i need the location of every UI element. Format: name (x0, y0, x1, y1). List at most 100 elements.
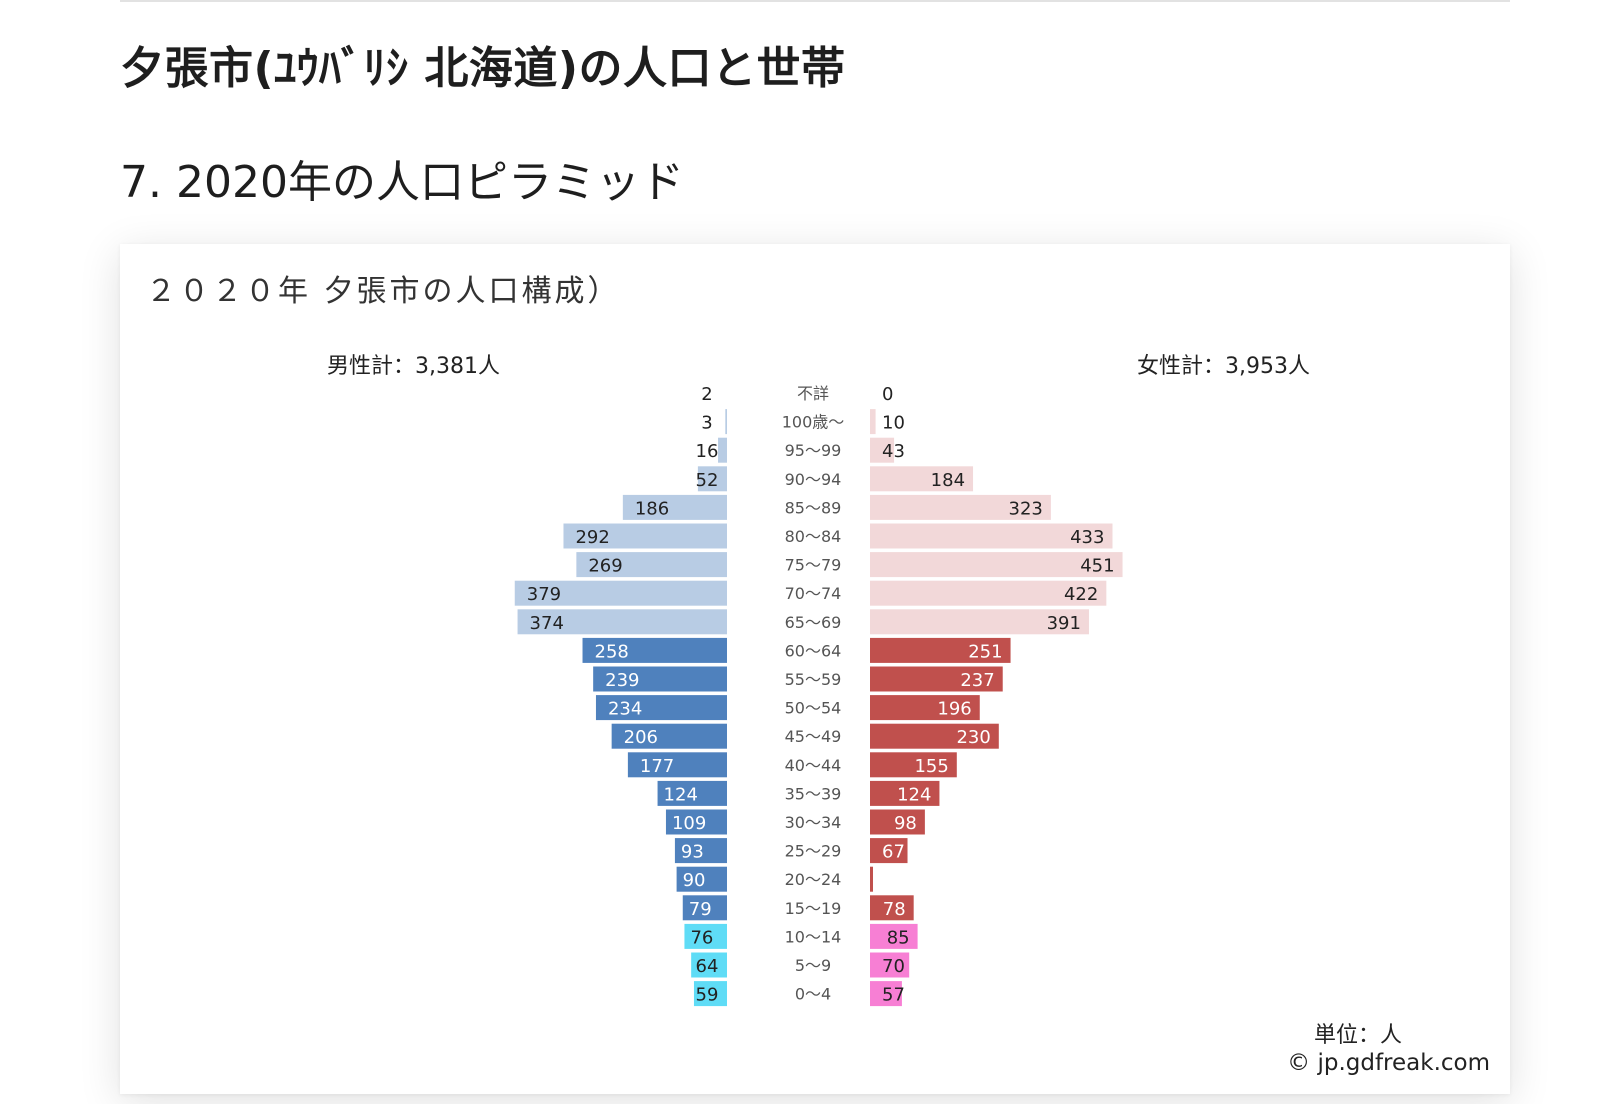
top-divider (120, 0, 1510, 2)
age-group-label: 40～44 (785, 756, 842, 775)
male-value-label: 269 (588, 556, 622, 577)
age-group-label: 15～19 (785, 899, 842, 918)
male-bar (611, 723, 727, 749)
female-value-label: 391 (1047, 613, 1081, 634)
male-bar (725, 409, 727, 435)
age-group-label: 10～14 (785, 927, 842, 946)
male-bar (627, 752, 727, 778)
female-value-label: 155 (914, 756, 948, 777)
age-group-label: 55～59 (785, 670, 842, 689)
section-title: 7. 2020年の人口ピラミッド (120, 157, 684, 208)
age-group-label: 25～29 (785, 842, 842, 861)
female-bar (870, 637, 1011, 663)
age-group-label: 20～24 (785, 870, 842, 889)
male-bar (718, 437, 727, 463)
female-value-label: 70 (882, 956, 905, 977)
age-group-label: 100歳～ (782, 413, 845, 432)
female-bar (870, 780, 940, 806)
male-bar (657, 780, 727, 806)
female-bar (870, 523, 1113, 549)
male-value-label: 379 (527, 584, 561, 605)
male-value-label: 177 (640, 756, 674, 777)
male-value-label: 234 (608, 699, 642, 720)
female-bar (870, 552, 1123, 578)
female-value-label: 230 (956, 727, 990, 748)
male-bar (514, 580, 727, 606)
male-value-label: 52 (696, 470, 719, 491)
male-value-label: 76 (690, 927, 713, 948)
population-pyramid: 2 0 不詳 3 10 100歳～ 16 43 95～99 52 184 90～94 186 323 85～… (514, 384, 1123, 1007)
male-bar (665, 809, 727, 835)
male-value-label: 109 (672, 813, 706, 834)
male-value-label: 3 (701, 413, 712, 434)
female-bar (870, 923, 918, 949)
female-bar (870, 895, 914, 921)
female-bar (870, 466, 974, 492)
female-bar (870, 866, 873, 892)
male-value-label: 239 (605, 670, 639, 691)
male-bar (693, 981, 727, 1007)
female-bar (870, 952, 910, 978)
female-value-label: 78 (883, 899, 906, 920)
age-group-label: 75～79 (785, 556, 842, 575)
age-group-label: 85～89 (785, 498, 842, 517)
female-bar (870, 981, 902, 1007)
age-group-label: 30～34 (785, 813, 842, 832)
male-bar (595, 695, 727, 721)
male-bar (684, 923, 727, 949)
male-value-label: 124 (664, 784, 698, 805)
female-bar (870, 409, 876, 435)
female-value-label: 451 (1080, 556, 1114, 577)
age-group-label: 80～84 (785, 527, 842, 546)
female-value-label: 67 (882, 842, 905, 863)
female-bar (870, 580, 1107, 606)
female-bar (870, 695, 980, 721)
male-value-label: 64 (696, 956, 719, 977)
age-group-label: 不詳 (797, 384, 829, 403)
page-title: 夕張市(ﾕｳﾊﾞﾘｼ 北海道)の人口と世帯 (120, 43, 846, 94)
male-bar (563, 523, 727, 549)
male-value-label: 292 (575, 527, 609, 548)
male-bar (674, 838, 727, 864)
age-group-label: 60～64 (785, 641, 842, 660)
female-value-label: 124 (897, 784, 931, 805)
female-total: 女性計：3,953人 (1137, 354, 1310, 379)
male-bar (576, 552, 727, 578)
female-value-label: 10 (882, 413, 905, 434)
male-value-label: 374 (530, 613, 564, 634)
female-value-label: 85 (887, 927, 910, 948)
female-value-label: 422 (1064, 584, 1098, 605)
female-bar (870, 752, 957, 778)
male-value-label: 186 (635, 498, 669, 519)
age-group-label: 50～54 (785, 699, 842, 718)
male-value-label: 2 (701, 384, 712, 405)
male-value-label: 79 (689, 899, 712, 920)
age-group-label: 90～94 (785, 470, 842, 489)
female-bar (870, 437, 895, 463)
male-bar (593, 666, 727, 692)
male-value-label: 258 (595, 641, 629, 662)
female-bar (870, 666, 1003, 692)
female-value-label: 184 (931, 470, 965, 491)
female-bar (870, 838, 908, 864)
age-group-label: 95～99 (785, 441, 842, 460)
female-value-label: 323 (1009, 498, 1043, 519)
age-group-label: 0～4 (795, 985, 831, 1004)
male-value-label: 59 (696, 985, 719, 1006)
age-group-label: 5～9 (795, 956, 831, 975)
age-group-label: 70～74 (785, 584, 842, 603)
male-value-label: 16 (696, 441, 719, 462)
unit-label: 単位：人 (1313, 1023, 1402, 1048)
female-bar (870, 494, 1051, 520)
male-bar (682, 895, 727, 921)
female-value-label: 0 (882, 384, 893, 405)
copyright: © jp.gdfreak.com (1287, 1050, 1490, 1076)
age-group-label: 65～69 (785, 613, 842, 632)
female-bar (870, 609, 1089, 635)
male-bar (697, 466, 727, 492)
female-value-label: 98 (894, 813, 917, 834)
age-group-label: 45～49 (785, 727, 842, 746)
male-total: 男性計：3,381人 (327, 354, 500, 379)
male-bar (582, 637, 727, 663)
